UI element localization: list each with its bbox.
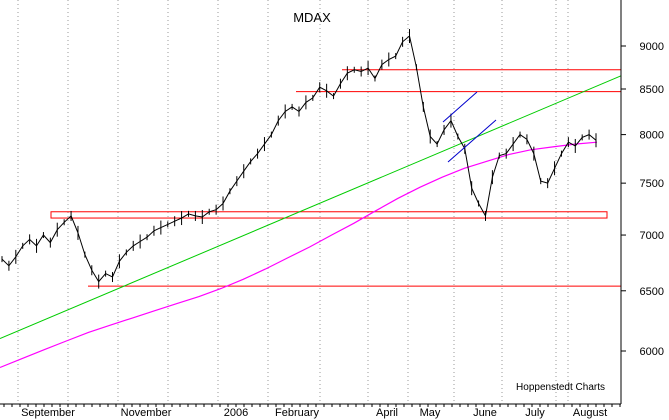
x-tick-label: February	[275, 407, 320, 419]
y-tick-label: 8000	[640, 130, 664, 142]
uptrend-line	[0, 75, 622, 340]
x-tick-label: April	[376, 407, 398, 419]
grid-layer	[17, 0, 569, 404]
moving-average-layer	[0, 141, 598, 369]
x-tick-label: May	[420, 407, 441, 419]
moving-average-line	[0, 141, 598, 369]
x-tick-label: November	[121, 407, 172, 419]
x-tick-label: July	[525, 407, 545, 419]
pattern-layer	[442, 91, 497, 163]
x-tick-label: June	[473, 407, 497, 419]
y-tick-label: 9000	[640, 41, 664, 53]
price-layer	[1, 29, 597, 289]
y-tick-label: 8500	[640, 84, 664, 96]
y-tick-label: 6000	[640, 346, 664, 358]
level-layer	[0, 69, 622, 340]
chart-title: MDAX	[293, 10, 331, 25]
x-tick-label: 2006	[224, 407, 248, 419]
pattern-line	[442, 91, 478, 123]
x-tick-label: August	[573, 407, 607, 419]
x-tick-label: September	[21, 407, 75, 419]
chart-credit: Hoppenstedt Charts	[516, 382, 605, 393]
pattern-line	[447, 119, 497, 163]
y-tick-label: 7500	[640, 178, 664, 190]
support-zone	[50, 211, 608, 219]
y-axis-ticks: 6000 6500 7000 7500 8000 8500 9000	[621, 41, 664, 358]
x-axis-ticks: September November 2006 February April May Jun…	[3, 404, 621, 419]
y-tick-label: 6500	[640, 286, 664, 298]
y-tick-label: 7000	[640, 230, 664, 242]
